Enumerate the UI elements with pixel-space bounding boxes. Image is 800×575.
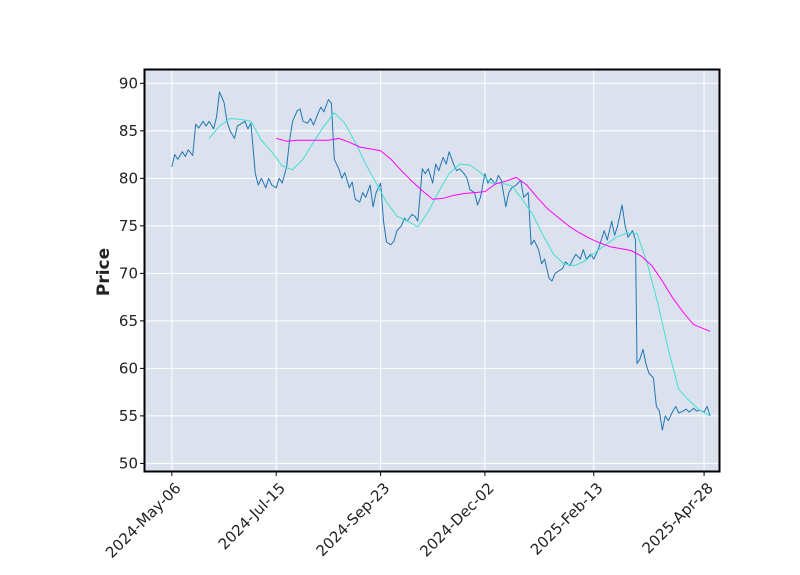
x-ticks: 2024-May-06 2024-Jul-15 2024-Sep-23 2024-De… xyxy=(102,471,717,562)
x-tick-label: 2025-Feb-13 xyxy=(527,479,607,559)
x-tick-label: 2024-Sep-23 xyxy=(312,479,393,560)
series-line-1 xyxy=(171,91,711,431)
y-tick-label: 55 xyxy=(119,407,138,425)
y-ticks: 50 55 60 65 70 75 80 85 90 xyxy=(119,74,145,472)
series-lines xyxy=(171,91,711,431)
series-line-2 xyxy=(208,112,711,417)
plot-frame xyxy=(143,68,721,473)
y-tick-label: 75 xyxy=(119,217,138,235)
y-tick-label: 70 xyxy=(119,264,138,282)
y-tick-label: 90 xyxy=(119,74,138,92)
y-tick-label: 65 xyxy=(119,312,138,330)
y-axis-label: Price xyxy=(94,248,114,296)
x-tick-label: 2024-May-06 xyxy=(102,479,185,562)
y-tick-label: 85 xyxy=(119,122,138,140)
x-tick-label: 2024-Jul-15 xyxy=(215,479,289,553)
x-tick-label: 2025-Apr-28 xyxy=(639,479,717,557)
y-tick-label: 50 xyxy=(119,454,138,472)
y-tick-label: 80 xyxy=(119,169,138,187)
plot-background xyxy=(144,69,720,472)
y-tick-label: 60 xyxy=(119,359,138,377)
x-tick-label: 2024-Dec-02 xyxy=(416,479,497,560)
grid-lines xyxy=(145,70,719,471)
series-line-3 xyxy=(276,137,711,332)
